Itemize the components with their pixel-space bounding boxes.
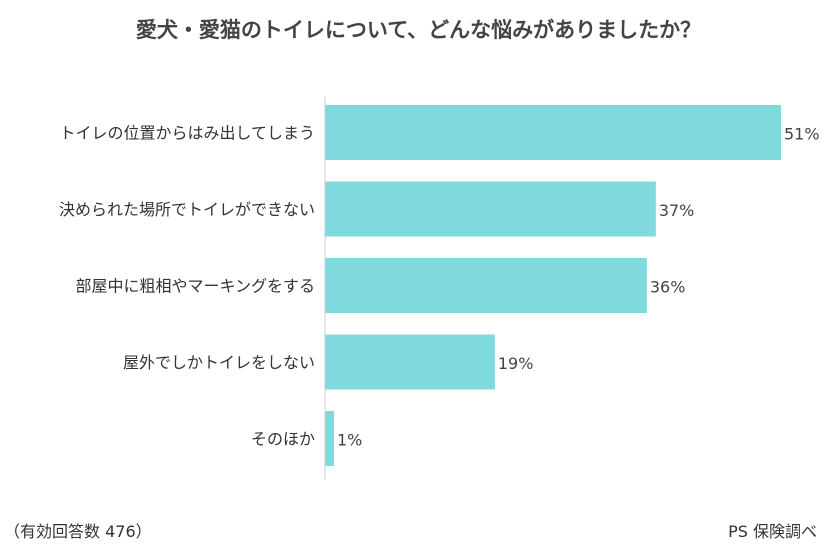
value-label: 36% xyxy=(650,278,686,297)
sample-size-note: （有効回答数 476） xyxy=(4,522,152,541)
category-label: 屋外でしかトイレをしない xyxy=(123,353,315,372)
category-label: 部屋中に粗相やマーキングをする xyxy=(75,277,315,296)
value-label: 37% xyxy=(659,201,695,220)
category-label: トイレの位置からはみ出してしまう xyxy=(59,124,315,143)
category-label: 決められた場所でトイレができない xyxy=(59,200,315,219)
source-note: PS 保険調べ xyxy=(728,522,817,541)
value-label: 51% xyxy=(784,125,820,144)
bar xyxy=(325,258,647,313)
bar xyxy=(325,181,656,237)
bar xyxy=(325,105,781,160)
category-label: そのほか xyxy=(251,430,315,449)
value-label: 1% xyxy=(337,431,362,450)
value-label: 19% xyxy=(498,354,534,373)
bar xyxy=(325,411,334,466)
bar xyxy=(325,334,495,390)
chart-title: 愛犬・愛猫のトイレについて、どんな悩みがありましたか？ xyxy=(135,18,702,42)
